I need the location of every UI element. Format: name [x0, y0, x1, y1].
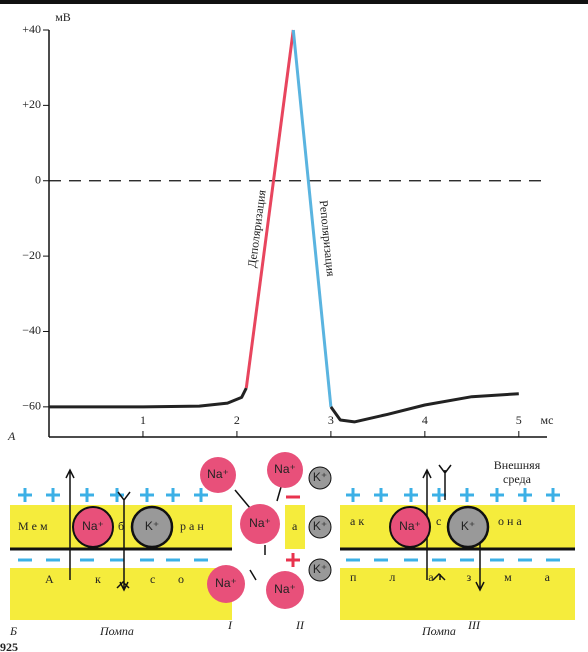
ion-label: Na⁺ — [207, 467, 229, 481]
pump-label: Помпа — [99, 624, 134, 638]
ion-label: K⁺ — [313, 470, 327, 484]
line — [291, 29, 333, 408]
k-ion — [308, 466, 332, 490]
y-tick-label: +40 — [22, 22, 41, 36]
na-ion — [266, 571, 304, 609]
x-tick-label: 1 — [140, 413, 146, 427]
stage-label: II — [295, 618, 305, 632]
charges-active — [286, 495, 300, 567]
na-ion — [72, 506, 114, 548]
panel-label: Б — [9, 624, 17, 638]
ion-label: Na⁺ — [274, 582, 296, 596]
k-ion — [446, 505, 490, 549]
top-border — [0, 0, 588, 4]
membrane-text: а — [292, 519, 298, 533]
membrane-text: б — [118, 519, 124, 533]
axoplasm — [10, 568, 232, 620]
axoplasm — [340, 568, 575, 620]
ion-label: K⁺ — [313, 562, 327, 576]
figure-number: 925 — [0, 640, 18, 652]
series-label: Реполяризация — [317, 200, 339, 278]
ion-label: K⁺ — [461, 519, 475, 533]
line — [49, 387, 248, 409]
membrane — [10, 505, 232, 549]
k-ion — [308, 515, 332, 539]
outer-medium: Внешняя — [494, 458, 541, 472]
line — [244, 29, 295, 389]
axoplasm-text: с — [150, 572, 155, 586]
membrane-text: о н а — [498, 514, 522, 528]
k-ion — [130, 505, 174, 549]
ion-label: Na⁺ — [82, 519, 104, 533]
axoplasm-text: А — [45, 572, 54, 586]
y-tick-label: −40 — [22, 323, 41, 337]
pump-label: Помпа — [421, 624, 456, 638]
membrane-text: М е м — [18, 519, 48, 533]
na-ion — [267, 452, 303, 488]
na-ion — [207, 565, 245, 603]
panel-label: А — [7, 429, 16, 443]
ion-label: Na⁺ — [274, 462, 296, 476]
membrane-text: р а н — [180, 519, 204, 533]
membrane-text: с — [436, 514, 441, 528]
charges — [18, 488, 560, 562]
ion-label: Na⁺ — [249, 516, 271, 530]
x-tick-label: 2 — [234, 413, 240, 427]
x-unit: мс — [541, 413, 554, 427]
axoplasm-text: к — [95, 572, 101, 586]
axoplasm-text: о — [178, 572, 184, 586]
na-ion — [389, 506, 431, 548]
y-tick-label: −60 — [22, 399, 41, 413]
y-unit: мВ — [55, 10, 71, 24]
membrane-diagram: Na⁺ K⁺ Na⁺ K⁺ Na⁺ Na⁺ Na⁺ Na⁺ Na⁺ K⁺ K⁺ … — [0, 452, 575, 652]
stage-label: I — [227, 618, 233, 632]
membrane-text: а к — [350, 514, 364, 528]
x-tick-label: 5 — [516, 413, 522, 427]
outer-medium: среда — [503, 472, 532, 486]
line — [329, 392, 519, 424]
na-ion — [240, 504, 280, 544]
y-tick-label: +20 — [22, 97, 41, 111]
ion-label: Na⁺ — [215, 576, 237, 590]
ion-label: Na⁺ — [399, 519, 421, 533]
x-tick-label: 4 — [422, 413, 428, 427]
ions — [72, 452, 490, 609]
na-ion — [200, 457, 236, 493]
ion-label: K⁺ — [313, 519, 327, 533]
x-tick-label: 3 — [328, 413, 334, 427]
k-ion — [308, 558, 332, 582]
ion-label: K⁺ — [145, 519, 159, 533]
y-tick-label: −20 — [22, 248, 41, 262]
y-tick-label: 0 — [35, 172, 41, 186]
stage-label: III — [467, 618, 481, 632]
membrane — [285, 505, 305, 549]
